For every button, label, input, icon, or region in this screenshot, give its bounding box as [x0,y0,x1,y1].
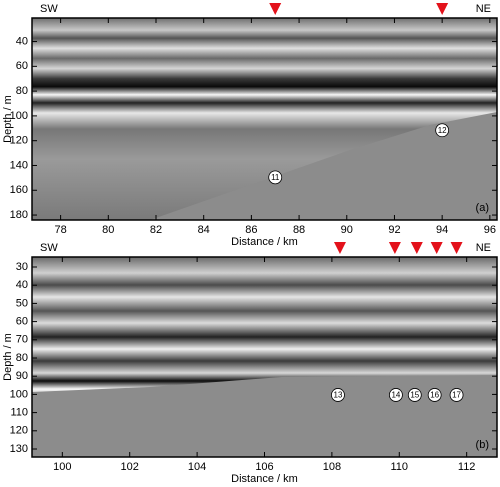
right-label: NE [476,3,491,15]
y-tick-label: 60 [16,60,28,72]
x-tick-label: 84 [198,224,210,236]
plot-frame [31,17,498,221]
x-tick-label: 78 [54,224,66,236]
y-tick-label: 100 [10,110,28,122]
marker-triangle [430,242,443,254]
annotation-label: 13 [334,391,343,400]
x-tick-label: 94 [436,224,448,236]
marker-triangle [333,242,346,254]
annotation-label: 17 [452,391,461,400]
x-tick-label: 100 [53,461,71,473]
annotation-label: 16 [430,391,439,400]
left-label: SW [40,3,58,15]
x-tick-label: 108 [323,461,341,473]
annotation-circle [389,388,403,402]
marker-triangle [388,242,401,254]
y-axis-label: Depth / m [2,95,14,143]
annotation-circle [331,388,345,402]
y-tick-label: 70 [16,334,28,346]
y-tick-label: 120 [10,135,28,147]
y-tick-label: 40 [16,35,28,47]
annotation-label: 12 [438,126,447,135]
y-tick-label: 180 [10,209,28,221]
x-tick-label: 88 [293,224,305,236]
annotation-circle [449,388,464,402]
marker-triangle [269,3,282,15]
y-tick-label: 130 [10,443,28,455]
y-tick-label: 50 [16,297,28,309]
x-tick-label: 82 [150,224,162,236]
seismic-image-a [32,18,497,220]
annotation-circle [268,170,283,185]
y-tick-label: 30 [16,261,28,273]
x-tick-label: 112 [458,461,476,473]
y-tick-label: 160 [10,184,28,196]
marker-triangle [436,3,449,15]
annotation-circle [427,388,442,402]
annotation-circle [435,123,450,138]
x-tick-label: 106 [255,461,273,473]
seismic-image-b [32,257,497,457]
y-tick-label: 100 [10,388,28,400]
x-tick-label: 90 [341,224,353,236]
marker-triangle [450,242,463,254]
y-tick-label: 120 [10,425,28,437]
x-tick-label: 86 [245,224,257,236]
annotation-label: 14 [391,391,400,400]
y-tick-label: 40 [16,279,28,291]
x-axis-label: Distance / km [231,236,298,248]
y-tick-label: 140 [10,159,28,171]
y-tick-label: 80 [16,85,28,97]
panel-label: (b) [476,439,489,451]
annotation-label: 15 [410,391,419,400]
annotation-circle [407,388,422,402]
y-axis-label: Depth / m [2,333,14,381]
x-tick-label: 104 [188,461,206,473]
y-tick-label: 80 [16,352,28,364]
x-tick-label: 80 [102,224,114,236]
x-axis-label: Distance / km [231,473,298,482]
y-tick-label: 110 [10,407,28,419]
x-tick-label: 92 [388,224,400,236]
right-label: NE [476,242,491,254]
y-tick-label: 90 [16,370,28,382]
x-tick-label: 110 [391,461,409,473]
panel-label: (a) [476,202,489,214]
marker-triangle [410,242,423,254]
left-label: SW [40,242,58,254]
annotation-label: 11 [271,173,280,182]
y-tick-label: 60 [16,316,28,328]
x-tick-label: 102 [121,461,139,473]
x-tick-label: 96 [484,224,496,236]
